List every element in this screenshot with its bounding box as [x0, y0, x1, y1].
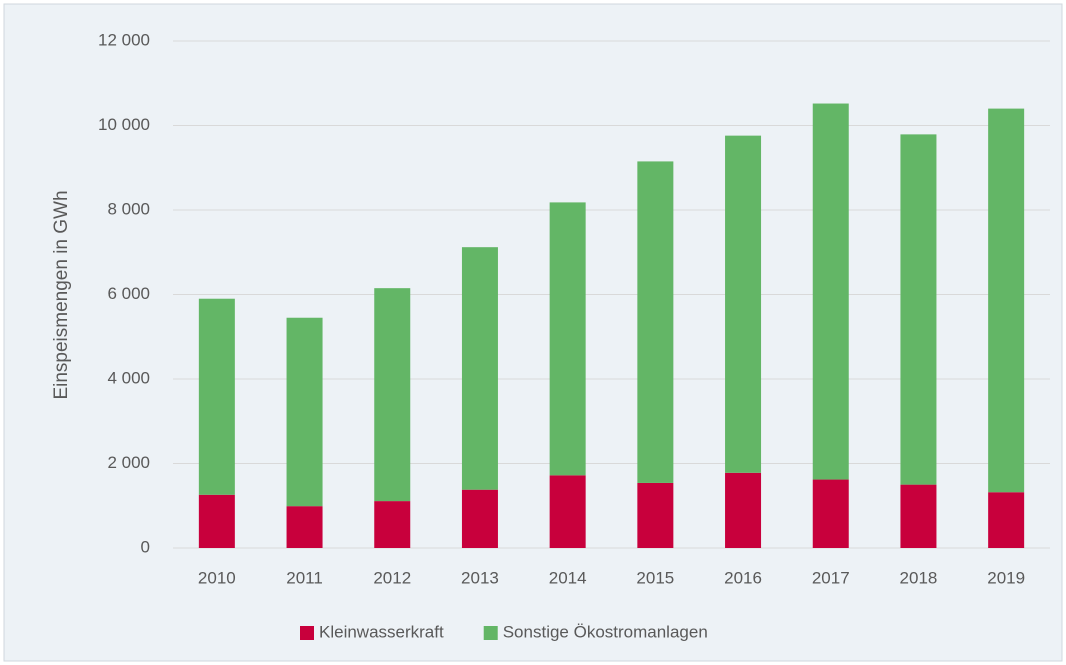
- bar: [286, 506, 323, 548]
- x-tick-label: 2012: [373, 568, 411, 587]
- bar: [812, 479, 849, 548]
- bar: [549, 475, 586, 548]
- y-tick-label: 2 000: [107, 453, 150, 472]
- chart-background: [3, 3, 1063, 662]
- x-tick-label: 2016: [724, 568, 762, 587]
- bar: [725, 472, 762, 548]
- x-tick-label: 2014: [549, 568, 587, 587]
- y-tick-label: 12 000: [98, 30, 150, 49]
- x-tick-label: 2019: [987, 568, 1025, 587]
- y-tick-label: 8 000: [107, 199, 150, 218]
- y-axis-label: Einspeismengen in GWh: [51, 190, 72, 399]
- x-tick-label: 2011: [286, 568, 323, 587]
- y-tick-label: 6 000: [107, 284, 150, 303]
- x-tick-label: 2017: [812, 568, 850, 587]
- legend-swatch: [483, 626, 498, 640]
- bar: [900, 484, 937, 548]
- bar: [988, 492, 1025, 548]
- bar: [374, 501, 411, 548]
- bar: [988, 108, 1025, 493]
- bar: [461, 247, 498, 490]
- bar: [725, 135, 762, 473]
- bar: [549, 202, 586, 476]
- x-tick-label: 2013: [461, 568, 499, 587]
- bar: [812, 103, 849, 480]
- x-tick-label: 2015: [636, 568, 674, 587]
- bar: [198, 494, 235, 548]
- x-tick-label: 2018: [900, 568, 938, 587]
- legend-swatch: [300, 626, 314, 640]
- bar: [286, 317, 323, 507]
- bar: [374, 288, 411, 502]
- bar: [198, 298, 235, 495]
- y-tick-label: 10 000: [98, 115, 150, 134]
- y-tick-label: 0: [141, 537, 150, 556]
- bar: [637, 482, 674, 548]
- y-tick-label: 4 000: [107, 368, 150, 387]
- legend-label: Sonstige Ökostromanlagen: [503, 622, 708, 641]
- legend-label: Kleinwasserkraft: [319, 622, 444, 641]
- bar: [900, 134, 937, 485]
- bar: [461, 489, 498, 548]
- bar: [637, 161, 674, 483]
- x-tick-label: 2010: [198, 568, 236, 587]
